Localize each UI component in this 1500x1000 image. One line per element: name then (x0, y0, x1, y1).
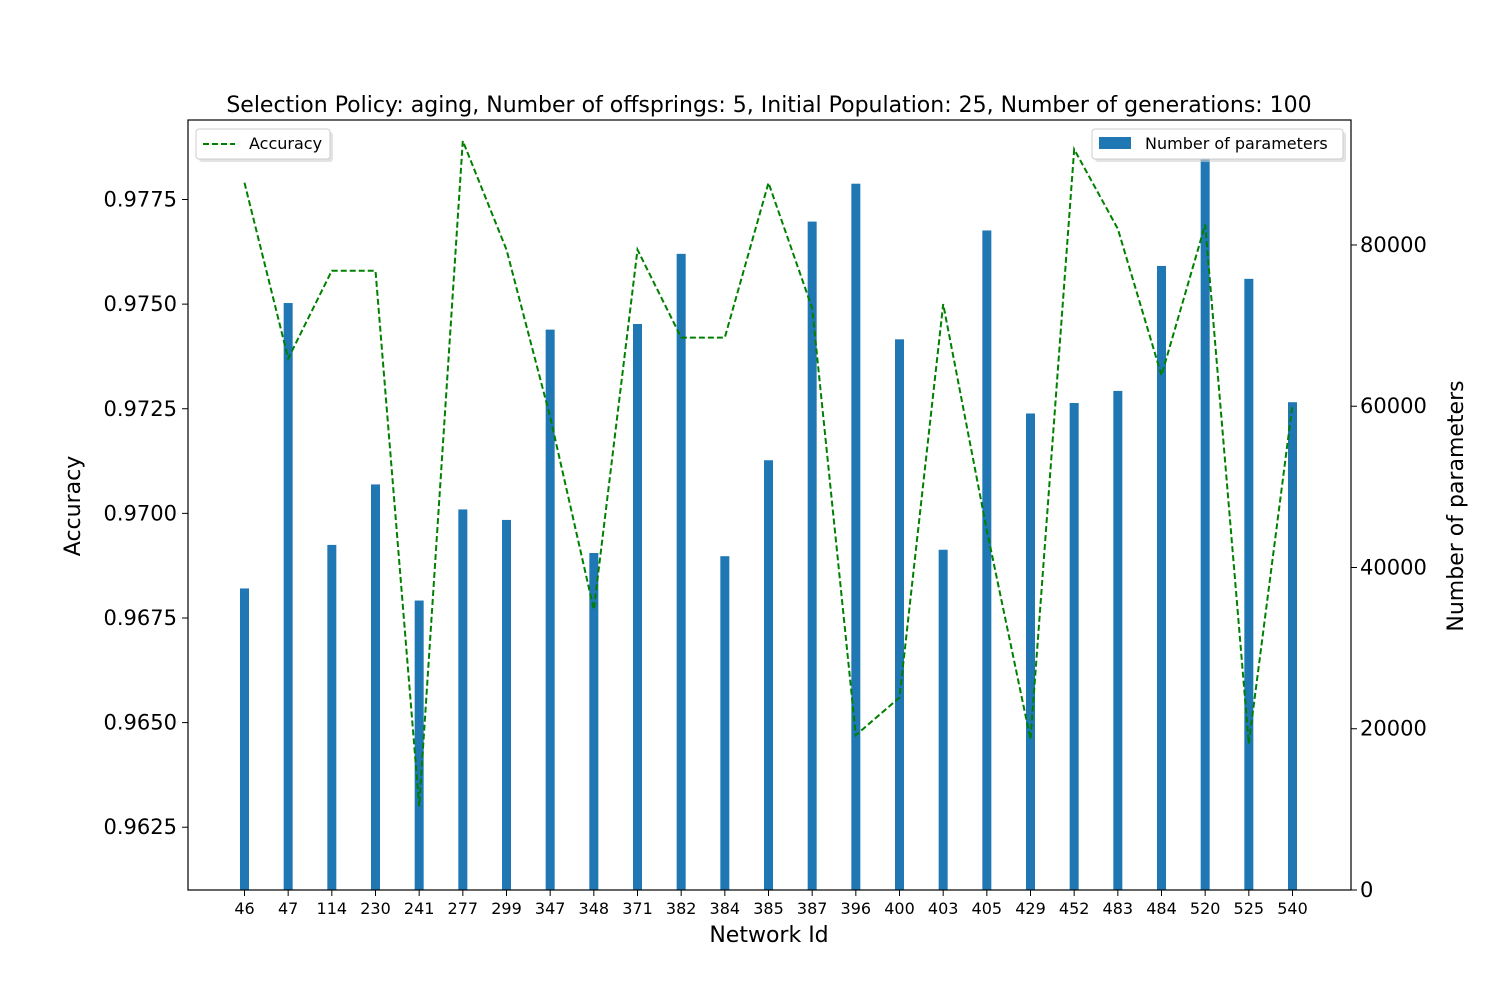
left-tick-label: 0.9625 (104, 815, 177, 839)
x-tick-label: 385 (753, 899, 784, 918)
bar-525 (1244, 278, 1254, 890)
bar-483 (1113, 390, 1123, 890)
left-tick-label: 0.9675 (104, 606, 177, 630)
left-tick-label: 0.9725 (104, 397, 177, 421)
x-axis-label: Network Id (709, 923, 828, 948)
bar-277 (458, 509, 468, 890)
x-tick-label: 452 (1059, 899, 1090, 918)
bar-371 (633, 323, 642, 891)
x-tick-label: 277 (448, 899, 479, 918)
x-tick-label: 46 (234, 899, 254, 918)
bar-540 (1288, 402, 1297, 890)
bar-114 (327, 544, 337, 890)
bar-400 (895, 339, 904, 890)
bar-484 (1157, 265, 1166, 891)
legend-accuracy: Accuracy (195, 128, 333, 162)
bar-347 (545, 329, 555, 890)
x-tick-label: 405 (972, 899, 1003, 918)
left-axis-label: Accuracy (61, 456, 86, 556)
chart-title: Selection Policy: aging, Number of offsp… (226, 93, 1311, 118)
bar-520 (1200, 152, 1210, 890)
accuracy-line (243, 140, 1294, 807)
x-tick-label: 396 (841, 899, 872, 918)
bar-348 (589, 552, 599, 890)
x-tick-label: 384 (710, 899, 741, 918)
x-tick-label: 400 (884, 899, 915, 918)
x-tick-label: 429 (1015, 899, 1046, 918)
x-tick-label: 403 (928, 899, 959, 918)
legend-parameters-label: Number of parameters (1145, 134, 1328, 153)
x-tick-label: 230 (360, 899, 391, 918)
bar-230 (371, 484, 380, 890)
right-tick-label: 80000 (1360, 233, 1427, 257)
right-axis-label: Number of parameters (1444, 380, 1469, 631)
bar-382 (676, 253, 686, 891)
left-tick-label: 0.9700 (104, 501, 177, 525)
x-tick-label: 484 (1146, 899, 1177, 918)
bar-47 (283, 303, 293, 890)
right-axis: 0 20000 40000 60000 80000 (1351, 233, 1427, 902)
left-axis: 0.9625 0.9650 0.9675 0.9700 0.9725 0.9750 0.97… (104, 188, 188, 839)
line-series (243, 140, 1294, 807)
right-tick-label: 60000 (1360, 394, 1427, 418)
bar-385 (764, 460, 773, 890)
x-tick-label: 348 (579, 899, 610, 918)
x-tick-label: 347 (535, 899, 566, 918)
right-tick-label: 40000 (1360, 555, 1427, 579)
x-tick-label: 525 (1234, 899, 1265, 918)
bar-405 (982, 230, 992, 890)
plot-frame (187, 119, 1352, 891)
bar-396 (851, 183, 861, 890)
bar-241 (414, 600, 424, 890)
x-tick-label: 114 (317, 899, 348, 918)
bar-429 (1026, 413, 1035, 890)
bar-299 (502, 519, 511, 890)
bar-series (240, 152, 1297, 891)
legend-accuracy-label: Accuracy (249, 134, 322, 153)
bar-403 (938, 549, 948, 890)
left-tick-label: 0.9750 (104, 292, 177, 316)
x-tick-label: 382 (666, 899, 697, 918)
legend-parameters: Number of parameters (1091, 128, 1346, 162)
bar-452 (1069, 403, 1079, 890)
left-tick-label: 0.9775 (104, 188, 177, 212)
bar-387 (807, 221, 817, 891)
x-axis: 46 47 114 230 241 277 299 347 348 371 382 384 385 387… (234, 890, 1308, 918)
x-tick-label: 241 (404, 899, 435, 918)
bar-46 (240, 588, 249, 890)
x-tick-label: 483 (1103, 899, 1134, 918)
left-tick-label: 0.9650 (104, 711, 177, 735)
x-tick-label: 387 (797, 899, 828, 918)
x-tick-label: 299 (491, 899, 522, 918)
bar-384 (720, 556, 730, 890)
x-tick-label: 47 (278, 899, 298, 918)
x-tick-label: 371 (622, 899, 653, 918)
legend-parameters-swatch (1099, 137, 1131, 149)
right-tick-label: 20000 (1360, 717, 1427, 741)
x-tick-label: 520 (1190, 899, 1221, 918)
right-tick-label: 0 (1360, 878, 1373, 902)
x-tick-label: 540 (1277, 899, 1308, 918)
